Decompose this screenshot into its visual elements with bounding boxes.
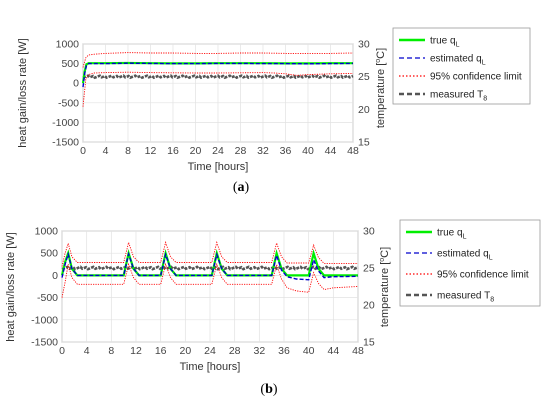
x-tick-label: 20 bbox=[190, 145, 202, 157]
x-tick-label: 4 bbox=[84, 345, 90, 357]
x-tick-label: 24 bbox=[204, 345, 216, 357]
y-tick-label: 500 bbox=[61, 58, 79, 70]
legend: true qL estimated qL 95% confidence limit m… bbox=[399, 219, 541, 307]
x-tick-label: 0 bbox=[59, 345, 65, 357]
series-line-estimated-q-l bbox=[61, 251, 359, 281]
y-tick-label: 0 bbox=[73, 78, 79, 90]
y-tick-label: -500 bbox=[37, 292, 58, 304]
y-tick-label: 500 bbox=[40, 248, 58, 260]
y2-axis-label: temperature [oC] bbox=[379, 247, 391, 327]
y2-tick-labels: 15 20 25 30 bbox=[363, 226, 375, 349]
series-line-measured-t-8 bbox=[61, 265, 359, 271]
x-tick-label: 44 bbox=[327, 345, 339, 357]
legend-label: true qL bbox=[430, 36, 460, 49]
legend-label: measured T8 bbox=[437, 291, 494, 304]
series-line-95-confidence-limit-upper- bbox=[61, 240, 358, 267]
legend-label: 95% confidence limit bbox=[437, 270, 529, 281]
y-tick-label: 1000 bbox=[56, 39, 80, 51]
y2-tick-label: 15 bbox=[363, 337, 375, 349]
y-tick-label: -500 bbox=[58, 97, 79, 109]
series-line-95-confidence-limit-lower- bbox=[61, 262, 359, 298]
x-tick-label: 40 bbox=[302, 145, 314, 157]
y2-tick-labels: 15 20 25 30 bbox=[358, 39, 370, 149]
y2-tick-label: 25 bbox=[358, 71, 370, 83]
y2-tick-label: 20 bbox=[363, 300, 375, 312]
x-tick-label: 36 bbox=[280, 145, 292, 157]
x-tick-label: 32 bbox=[257, 145, 269, 157]
x-tick-label: 24 bbox=[212, 145, 224, 157]
x-tick-label: 40 bbox=[303, 345, 315, 357]
x-tick-label: 0 bbox=[80, 145, 86, 157]
series-line-95-confidence-limit-upper- bbox=[82, 52, 354, 68]
series-line-measured-t-8 bbox=[82, 74, 354, 80]
x-tick-label: 32 bbox=[253, 345, 265, 357]
y2-axis-label: temperature [oC] bbox=[375, 48, 387, 128]
y-axis-label: heat gain/loss rate [W] bbox=[5, 232, 17, 341]
x-tick-labels: 0 4 8 12 16 20 24 28 32 36 40 44 48 bbox=[80, 145, 359, 157]
x-axis-label: Time [hours] bbox=[188, 161, 249, 173]
x-tick-label: 16 bbox=[167, 145, 179, 157]
x-tick-label: 16 bbox=[155, 345, 167, 357]
x-tick-label: 28 bbox=[229, 345, 241, 357]
series-group bbox=[81, 52, 354, 107]
x-tick-label: 12 bbox=[130, 345, 142, 357]
series-line-estimated-q-l bbox=[82, 62, 354, 88]
series-line-95-confidence-limit-lower- bbox=[82, 71, 354, 107]
y-tick-labels: -1500 -1000 -500 0 500 1000 bbox=[52, 39, 79, 149]
legend: true qL estimated qL 95% confidence limit m… bbox=[392, 27, 531, 105]
legend-label: estimated qL bbox=[430, 54, 486, 67]
x-tick-labels: 0 4 8 12 16 20 24 28 32 36 40 44 48 bbox=[59, 345, 364, 357]
y-axis-label: heat gain/loss rate [W] bbox=[17, 38, 29, 147]
x-tick-label: 44 bbox=[325, 145, 337, 157]
y2-tick-label: 20 bbox=[358, 104, 370, 116]
y2-tick-label: 25 bbox=[363, 263, 375, 275]
legend-label: measured T8 bbox=[430, 90, 487, 103]
y-tick-label: -1500 bbox=[52, 137, 79, 149]
x-tick-label: 8 bbox=[125, 145, 131, 157]
y-tick-label: -1500 bbox=[31, 337, 58, 349]
series-group bbox=[60, 240, 359, 298]
panel-label: (b) bbox=[260, 382, 277, 397]
legend-label: estimated qL bbox=[437, 249, 493, 262]
y-tick-label: -1000 bbox=[31, 314, 58, 326]
x-tick-label: 12 bbox=[145, 145, 157, 157]
x-tick-label: 36 bbox=[278, 345, 290, 357]
y2-tick-label: 15 bbox=[358, 137, 370, 149]
y-tick-label: 0 bbox=[52, 270, 58, 282]
y-tick-label: 1000 bbox=[35, 226, 59, 238]
x-tick-label: 8 bbox=[108, 345, 114, 357]
y-tick-labels: -1500 -1000 -500 0 500 1000 bbox=[31, 226, 58, 349]
y2-tick-label: 30 bbox=[358, 39, 370, 51]
y2-tick-label: 30 bbox=[363, 226, 375, 238]
legend-label: true qL bbox=[437, 228, 467, 241]
x-tick-label: 48 bbox=[347, 145, 359, 157]
x-tick-label: 4 bbox=[103, 145, 109, 157]
legend-label: 95% confidence limit bbox=[430, 72, 522, 83]
x-tick-label: 28 bbox=[235, 145, 247, 157]
y-tick-label: -1000 bbox=[52, 117, 79, 129]
x-tick-label: 20 bbox=[179, 345, 191, 357]
panel-label: (a) bbox=[233, 180, 250, 195]
x-tick-label: 48 bbox=[352, 345, 364, 357]
x-axis-label: Time [hours] bbox=[180, 361, 241, 373]
